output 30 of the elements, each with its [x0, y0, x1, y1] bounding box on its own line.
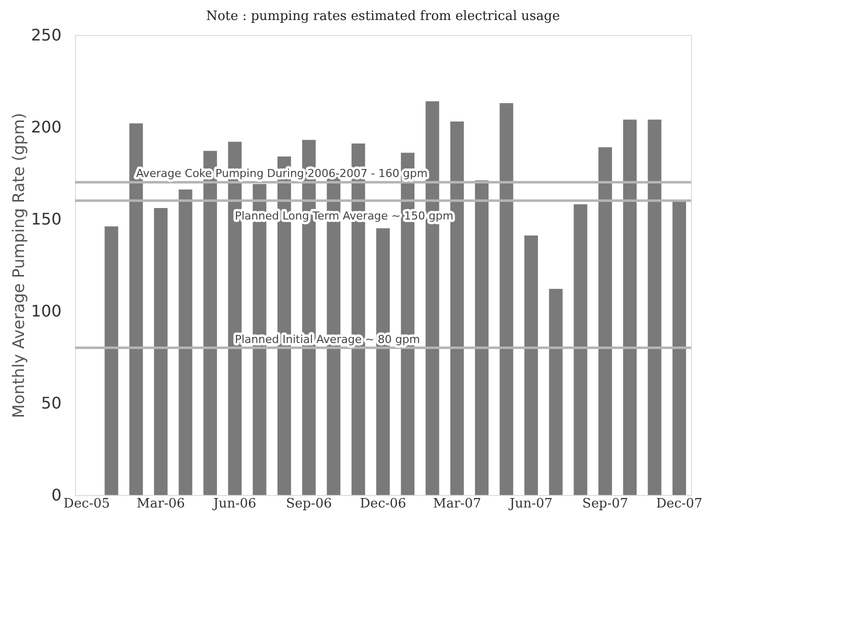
x-tick-label: Dec-05 [64, 496, 110, 512]
y-axis-title: Monthly Average Pumping Rate (gpm) [8, 112, 28, 418]
bar [623, 120, 637, 495]
y-tick-label: 100 [30, 302, 62, 320]
y-tick-label: 200 [30, 118, 62, 136]
x-tick-label: Jun-06 [211, 496, 256, 512]
bar [524, 236, 538, 495]
x-tick-label: Sep-07 [582, 496, 628, 512]
y-tick-label: 0 [51, 486, 62, 504]
chart-title: Note : pumping rates estimated from electrical usage [206, 9, 560, 24]
bar [549, 288, 563, 495]
bar [474, 180, 489, 495]
bar [648, 120, 662, 495]
bar [574, 204, 588, 495]
bar [178, 190, 192, 495]
bar [154, 208, 168, 495]
bar [376, 228, 390, 495]
x-tick-label: Mar-06 [136, 496, 185, 512]
x-tick-label: Sep-06 [286, 496, 332, 512]
y-tick-label: 250 [30, 26, 62, 44]
bar [598, 147, 612, 495]
y-tick-label: 50 [41, 394, 62, 412]
y-tick-label: 150 [30, 210, 62, 228]
x-tick-label: Mar-07 [432, 496, 482, 512]
bar [104, 226, 118, 495]
bar [500, 103, 514, 495]
x-tick-label: Dec-07 [656, 496, 702, 512]
bar [672, 200, 686, 495]
x-tick-label: Jun-07 [508, 496, 553, 512]
x-tick-label: Dec-06 [360, 496, 406, 512]
